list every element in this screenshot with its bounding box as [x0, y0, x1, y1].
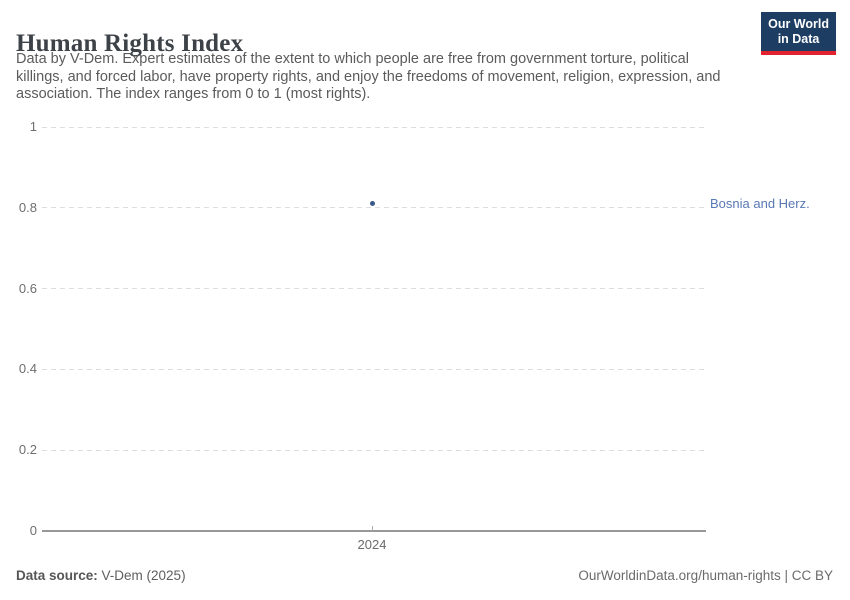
owid-logo[interactable]: Our World in Data — [761, 12, 836, 55]
data-source-label: Data source: — [16, 568, 98, 583]
x-axis-tick-label: 2024 — [357, 537, 387, 552]
gridline — [42, 126, 706, 128]
y-axis-tick-label: 0.2 — [18, 442, 37, 458]
gridline — [42, 207, 706, 209]
entity-label[interactable]: Bosnia and Herz. — [710, 195, 810, 211]
gridline — [42, 288, 706, 290]
gridline — [42, 368, 706, 370]
y-axis-tick-label: 0 — [29, 523, 37, 538]
data-source-value: V-Dem (2025) — [97, 568, 186, 583]
x-axis-line — [42, 530, 706, 532]
subtitle-line: Data by V-Dem. Expert estimates of the e… — [16, 51, 689, 67]
chart-title: Human Rights Index — [16, 29, 244, 57]
data-point[interactable] — [369, 201, 375, 207]
y-axis-tick-label: 1 — [29, 119, 37, 134]
y-axis-tick-label: 0.8 — [18, 199, 37, 215]
logo-line-2: in Data — [777, 32, 820, 46]
logo-line-1: Our World — [768, 17, 829, 31]
gridline — [42, 449, 706, 451]
subtitle-line: association. The index ranges from 0 to … — [16, 86, 371, 102]
chart-subtitle: Data by V-Dem. Expert estimates of the e… — [16, 51, 720, 104]
attribution-link[interactable]: OurWorldinData.org/human-rights | CC BY — [578, 568, 833, 583]
subtitle-line: killings, and forced labor, have propert… — [16, 68, 721, 85]
x-axis-tick — [372, 526, 373, 531]
data-source-note: Data source: V-Dem (2025) — [16, 568, 186, 583]
y-axis-tick-label: 0.4 — [18, 361, 37, 377]
y-axis-tick-label: 0.6 — [18, 280, 37, 296]
